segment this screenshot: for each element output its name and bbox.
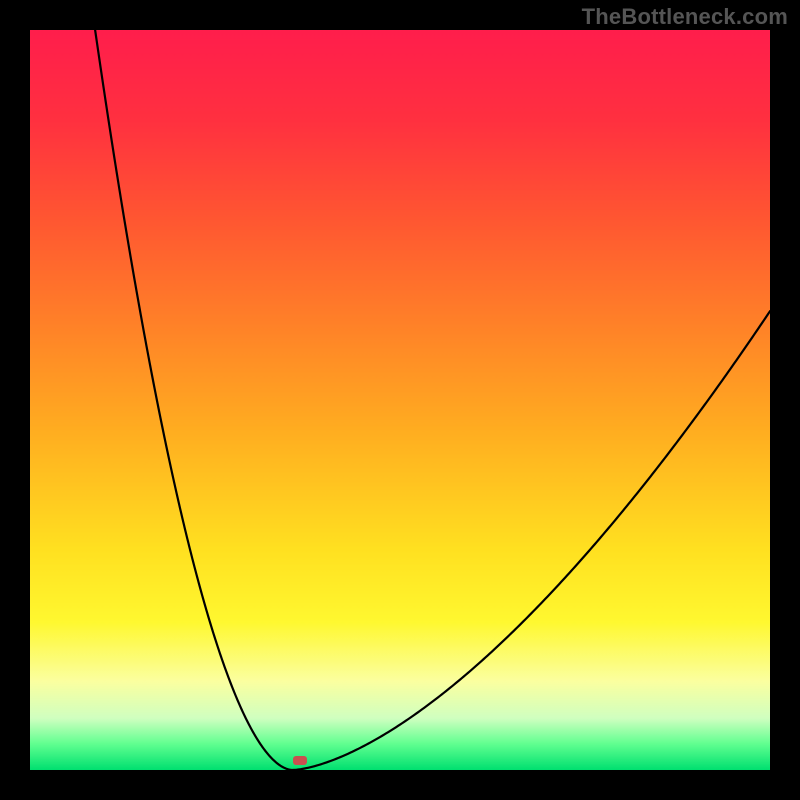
watermark-text: TheBottleneck.com (582, 4, 788, 30)
chart-container: TheBottleneck.com (0, 0, 800, 800)
plot-area (30, 30, 770, 770)
optimum-marker (293, 756, 307, 765)
bottleneck-curve (30, 30, 770, 770)
curve-path (95, 30, 770, 770)
